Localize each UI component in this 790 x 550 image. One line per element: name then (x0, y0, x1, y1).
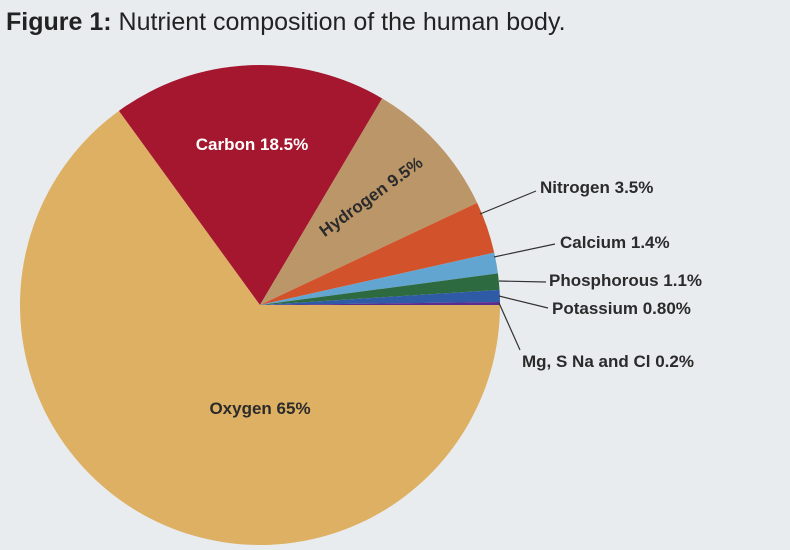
slice-name: Calcium (560, 233, 626, 252)
slice-name: Carbon (196, 135, 256, 154)
slice-value-label: 0.80% (643, 299, 691, 318)
slice-value-label: 3.5% (615, 178, 654, 197)
slice-value-label: 1.4% (631, 233, 670, 252)
slice-name: Oxygen (209, 399, 271, 418)
leader-line (498, 280, 547, 283)
slice-label: Calcium 1.4% (560, 233, 670, 252)
slice-name: Nitrogen (540, 178, 610, 197)
pie-slice (118, 64, 383, 305)
slice-name: Mg, S Na and Cl (522, 352, 650, 371)
pie-slice (260, 98, 478, 306)
slice-label: Carbon 18.5% (196, 135, 308, 154)
slice-label: Nitrogen 3.5% (540, 178, 653, 197)
slice-label: Potassium 0.80% (552, 299, 691, 318)
slice-value-label: 65% (277, 399, 311, 418)
leader-line (479, 190, 537, 215)
chart-title: Nutrient composition of the human body. (119, 8, 566, 36)
pie-slice (260, 289, 500, 305)
pie-slice (260, 252, 498, 305)
slice-label: Oxygen 65% (209, 399, 310, 418)
slice-name: Phosphorous (549, 271, 659, 290)
leader-line (493, 243, 556, 258)
leader-line (498, 295, 549, 309)
slice-label: Mg, S Na and Cl 0.2% (522, 352, 694, 371)
slice-value-label: 1.1% (663, 271, 702, 290)
pie-slice (20, 110, 501, 546)
pie-slice (260, 273, 500, 305)
figure-label: Figure 1: (6, 8, 112, 36)
chart-title-line: Figure 1: Nutrient composition of the hu… (6, 8, 566, 36)
slice-label: Phosphorous 1.1% (549, 271, 702, 290)
slice-value-label: 18.5% (260, 135, 308, 154)
pie-slice (260, 202, 495, 305)
slice-name: Potassium (552, 299, 638, 318)
pie-slice (260, 301, 500, 305)
slice-value-label: 0.2% (655, 352, 694, 371)
leader-line (498, 302, 521, 351)
